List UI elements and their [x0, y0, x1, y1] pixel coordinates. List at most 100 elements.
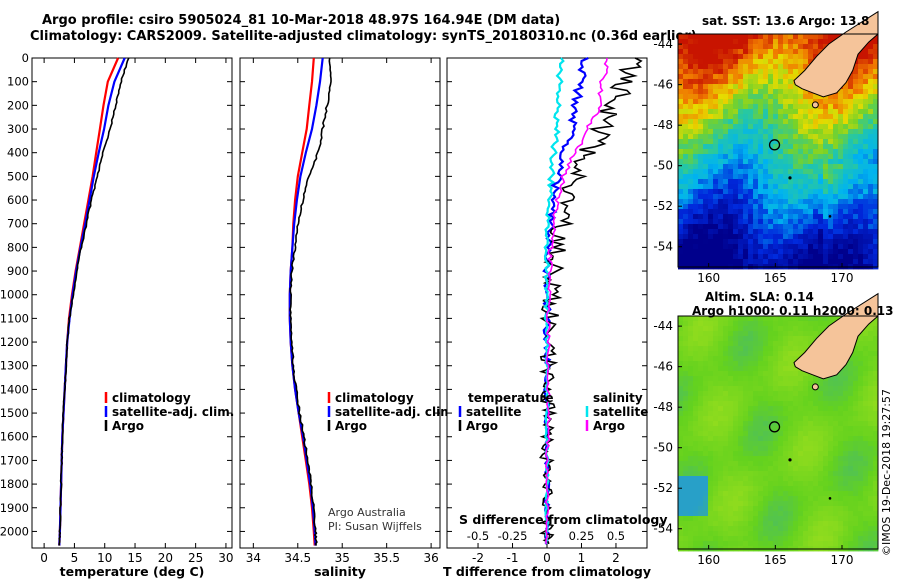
map-cell: [763, 466, 769, 472]
map-cell: [723, 84, 729, 90]
map-cell: [763, 224, 769, 230]
map-cell: [703, 134, 709, 140]
map-cell: [698, 34, 704, 40]
map-cell: [833, 451, 839, 457]
map-cell: [698, 229, 704, 235]
map-cell: [733, 351, 739, 357]
legend-entry: satellite-adj. clim.: [335, 405, 457, 419]
map-cell: [843, 174, 849, 180]
map-cell: [708, 74, 714, 80]
map-cell: [728, 209, 734, 215]
map-cell: [793, 391, 799, 397]
map-cell: [873, 321, 879, 327]
map-cell: [713, 346, 719, 352]
map-cell: [778, 531, 784, 537]
map-cell: [833, 224, 839, 230]
map-cell: [773, 194, 779, 200]
map-cell: [703, 341, 709, 347]
map-cell: [703, 496, 709, 502]
map-cell: [768, 64, 774, 70]
map-cell: [773, 229, 779, 235]
map-cell: [803, 346, 809, 352]
map-cell: [718, 44, 724, 50]
map-cell: [688, 99, 694, 105]
secondary-tick-label: 0.5: [607, 529, 625, 543]
map-cell: [828, 511, 834, 517]
map-cell: [748, 74, 754, 80]
map-cell: [743, 441, 749, 447]
map-cell: [803, 189, 809, 195]
map-cell: [678, 59, 684, 65]
map-cell: [703, 516, 709, 522]
map-cell: [733, 74, 739, 80]
map-cell: [828, 441, 834, 447]
map-cell: [803, 244, 809, 250]
map-cell: [683, 396, 689, 402]
map-cell: [778, 456, 784, 462]
map-cell: [803, 416, 809, 422]
map-cell: [853, 184, 859, 190]
map-cell: [803, 426, 809, 432]
map-cell: [683, 496, 689, 502]
map-cell: [703, 346, 709, 352]
map-cell: [868, 516, 874, 522]
map-cell: [718, 104, 724, 110]
map-cell: [738, 159, 744, 165]
map-cell: [748, 79, 754, 85]
map-cell: [723, 516, 729, 522]
map-cell: [743, 249, 749, 255]
map-cell: [688, 456, 694, 462]
map-cell: [838, 244, 844, 250]
map-cell: [858, 79, 864, 85]
map-cell: [823, 436, 829, 442]
map-cell: [718, 254, 724, 260]
map-cell: [833, 134, 839, 140]
map-cell: [818, 511, 824, 517]
map-cell: [723, 124, 729, 130]
map-cell: [773, 351, 779, 357]
map-cell: [813, 249, 819, 255]
map-cell: [688, 134, 694, 140]
map-cell: [833, 481, 839, 487]
map-cell: [793, 219, 799, 225]
map-cell: [868, 351, 874, 357]
map-cell: [848, 179, 854, 185]
map-cell: [803, 249, 809, 255]
map-cell: [698, 516, 704, 522]
map-cell: [873, 254, 879, 260]
map-cell: [828, 249, 834, 255]
map-cell: [853, 426, 859, 432]
map-cell: [698, 244, 704, 250]
map-cell: [788, 154, 794, 160]
map-cell: [838, 421, 844, 427]
map-cell: [738, 199, 744, 205]
map-cell: [788, 541, 794, 547]
map-cell: [833, 471, 839, 477]
map-cell: [863, 541, 869, 547]
map-cell: [858, 516, 864, 522]
map-cell: [753, 396, 759, 402]
map-cell: [713, 139, 719, 145]
map-cell: [773, 69, 779, 75]
map-cell: [718, 531, 724, 537]
map-cell: [718, 326, 724, 332]
map-cell: [838, 229, 844, 235]
map-cell: [728, 64, 734, 70]
map-cell: [863, 69, 869, 75]
map-cell: [813, 491, 819, 497]
map-cell: [783, 254, 789, 260]
map-cell: [793, 451, 799, 457]
map-cell: [738, 169, 744, 175]
map-cell: [813, 391, 819, 397]
map-cell: [748, 331, 754, 337]
map-cell: [763, 376, 769, 382]
map-cell: [823, 316, 829, 322]
map-cell: [828, 401, 834, 407]
map-cell: [773, 536, 779, 542]
map-cell: [818, 204, 824, 210]
map-cell: [868, 386, 874, 392]
map-cell: [703, 94, 709, 100]
map-cell: [768, 426, 774, 432]
map-cell: [833, 129, 839, 135]
map-cell: [873, 466, 879, 472]
